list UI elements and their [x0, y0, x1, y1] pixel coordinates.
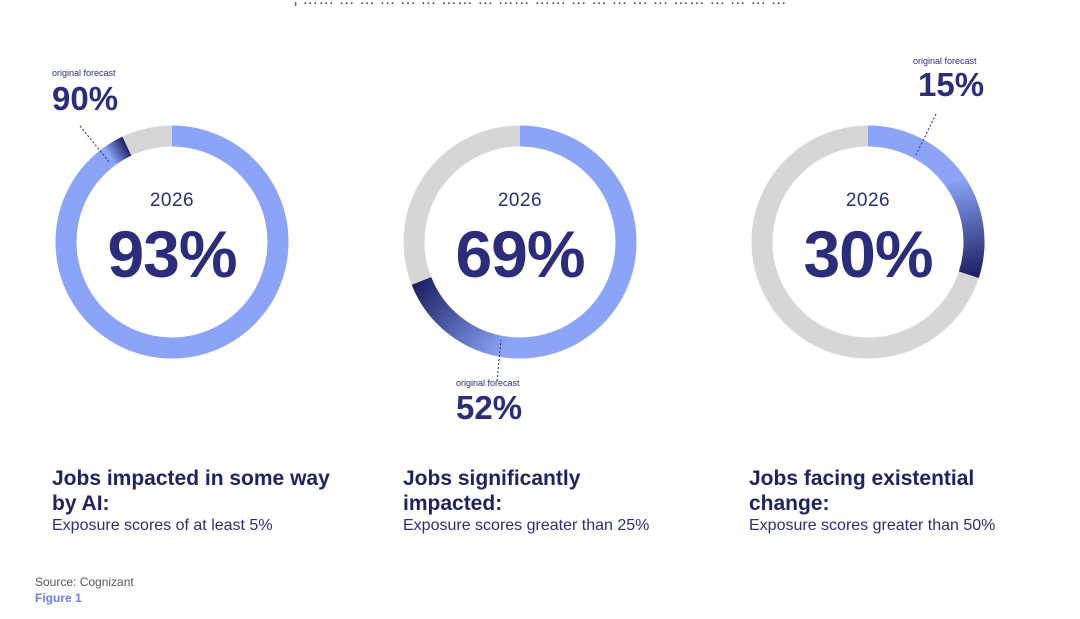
- forecast-label: original forecast: [52, 68, 116, 78]
- donut-forecast-segment: [505, 125, 637, 359]
- source-note: Source: Cognizant: [35, 575, 134, 589]
- donut-percentage: 69%: [455, 217, 585, 291]
- forecast-label: original forecast: [456, 378, 520, 388]
- caption-title: Jobs facing existential change:: [749, 467, 975, 515]
- donut-chart-existential-change: 2026 30%: [746, 120, 990, 364]
- donut-growth-segment: [945, 173, 985, 278]
- forecast-value: 15%: [918, 66, 985, 103]
- forecast-value: 90%: [52, 80, 119, 117]
- donut-chart-ai-impacted: 2026 93%: [50, 120, 294, 364]
- forecast-label: original forecast: [913, 56, 977, 66]
- donut-growth-segment: [411, 276, 509, 358]
- caption-subtitle: Exposure scores greater than 50%: [749, 517, 996, 534]
- donut-chart-significantly-impacted: 2026 69%: [398, 120, 642, 364]
- donut-percentage: 93%: [107, 217, 237, 291]
- forecast-value: 52%: [456, 389, 523, 426]
- caption-existential-change: Jobs facing existential change: Exposure…: [749, 466, 1079, 536]
- caption-subtitle: Exposure scores greater than 25%: [403, 517, 650, 534]
- caption-significantly-impacted: Jobs significantly impacted: Exposure sc…: [403, 466, 733, 536]
- caption-title: Jobs significantly impacted:: [403, 467, 581, 515]
- cut-off-header-text: , …… … … … … … …… … …… …… … … … … … …… ……: [0, 0, 1080, 9]
- donut-svg-significantly-impacted: [403, 125, 637, 359]
- caption-ai-impacted: Jobs impacted in some way by AI: Exposur…: [52, 466, 382, 536]
- figure-label: Figure 1: [35, 591, 82, 605]
- caption-subtitle: Exposure scores of at least 5%: [52, 517, 273, 534]
- donut-percentage: 30%: [803, 217, 933, 291]
- donut-year-label: 2026: [497, 190, 543, 211]
- donut-year-label: 2026: [845, 190, 891, 211]
- caption-title: Jobs impacted in some way by AI:: [52, 467, 330, 515]
- donut-forecast-segment: [55, 125, 289, 359]
- donut-year-label: 2026: [149, 190, 195, 211]
